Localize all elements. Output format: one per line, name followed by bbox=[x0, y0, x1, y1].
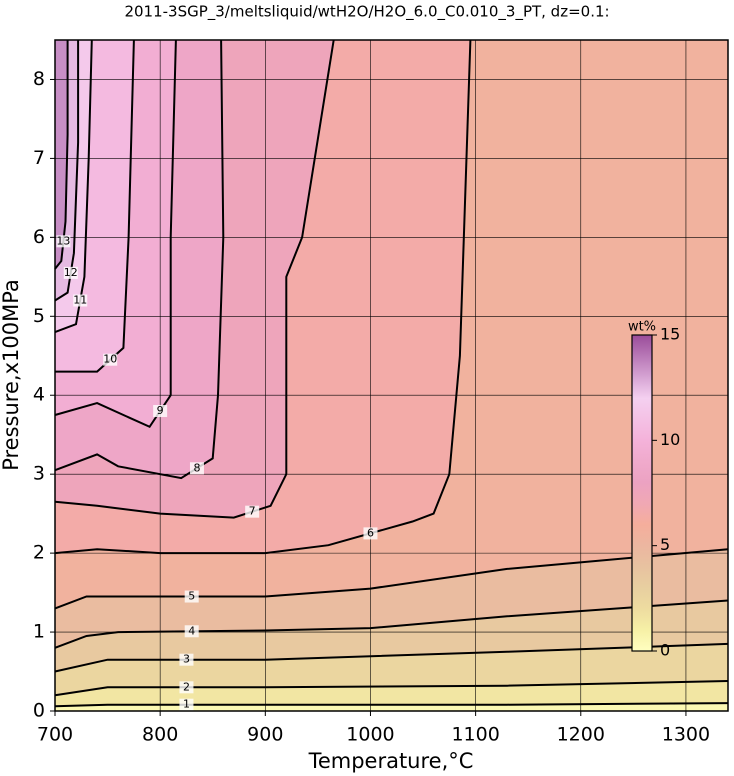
contour-line bbox=[54, 39, 335, 519]
contour-label: 1 bbox=[183, 698, 190, 711]
contour-line bbox=[54, 40, 80, 302]
colorbar-tick-label: 5 bbox=[660, 535, 670, 554]
contour-label: 11 bbox=[73, 294, 87, 307]
contour-label: 4 bbox=[188, 624, 195, 637]
contour-label-bg bbox=[73, 294, 88, 307]
y-tick-label: 7 bbox=[33, 147, 45, 169]
contour-line bbox=[55, 39, 135, 373]
x-tick-label: 1000 bbox=[346, 724, 394, 746]
contour-label: 7 bbox=[249, 505, 256, 518]
contour-label-bg bbox=[153, 405, 168, 418]
plot-frame bbox=[54, 39, 729, 712]
contour-line bbox=[54, 702, 729, 708]
contour-label: 3 bbox=[183, 653, 190, 666]
y-tick-label: 5 bbox=[33, 305, 45, 327]
contour-label-bg bbox=[179, 653, 194, 666]
contour-label-bg bbox=[179, 698, 194, 711]
chart-title: 2011-3SGP_3/meltsliquid/wtH2O/H2O_6.0_C0… bbox=[124, 3, 609, 22]
contour-line bbox=[54, 680, 729, 697]
contour-label-bg bbox=[184, 625, 199, 638]
x-tick-label: 1300 bbox=[662, 724, 710, 746]
contour-label: 5 bbox=[188, 590, 195, 603]
colorbar-tick-label: 0 bbox=[660, 641, 670, 660]
y-tick-label: 4 bbox=[33, 384, 45, 406]
contour-label: 2 bbox=[183, 680, 190, 693]
y-tick-label: 2 bbox=[33, 542, 45, 564]
contour-label: 9 bbox=[157, 404, 164, 417]
x-axis-label: Temperature,°C bbox=[308, 749, 474, 773]
contour-label-bg bbox=[184, 590, 199, 603]
contour-line bbox=[54, 642, 729, 673]
colorbar-tick-label: 15 bbox=[660, 325, 680, 344]
contour-label-bg bbox=[63, 266, 78, 279]
x-tick-label: 1200 bbox=[557, 724, 605, 746]
y-tick-label: 3 bbox=[33, 463, 45, 485]
x-tick-label: 700 bbox=[37, 724, 73, 746]
y-axis-label: Pressure,x100MPa bbox=[0, 279, 23, 471]
contour-line bbox=[54, 39, 93, 334]
contour-label-bg bbox=[56, 235, 71, 248]
y-tick-label: 1 bbox=[33, 621, 45, 643]
colorbar bbox=[631, 334, 653, 652]
contour-label-bg bbox=[179, 681, 194, 694]
contour-label: 10 bbox=[103, 353, 117, 366]
contour-line bbox=[54, 548, 729, 610]
contour-label-bg bbox=[189, 462, 204, 475]
contour-label: 8 bbox=[193, 461, 200, 474]
contour-label-bg bbox=[245, 505, 260, 518]
contour-label-bg bbox=[363, 527, 378, 540]
y-tick-label: 0 bbox=[33, 700, 45, 722]
y-tick-label: 8 bbox=[33, 68, 45, 90]
contour-label: 13 bbox=[56, 234, 70, 247]
contour-line bbox=[54, 40, 69, 270]
y-tick-label: 6 bbox=[33, 226, 45, 248]
x-tick-label: 1100 bbox=[451, 724, 499, 746]
contour-label-bg bbox=[103, 353, 118, 366]
contour-label: 6 bbox=[367, 526, 374, 539]
contour-label: 12 bbox=[64, 266, 78, 279]
contour-band bbox=[55, 40, 68, 269]
colorbar-title: wt% bbox=[628, 320, 656, 335]
colorbar-tick-label: 10 bbox=[660, 430, 680, 449]
contour-line bbox=[54, 599, 729, 649]
x-tick-label: 900 bbox=[247, 724, 283, 746]
x-tick-label: 800 bbox=[142, 724, 178, 746]
